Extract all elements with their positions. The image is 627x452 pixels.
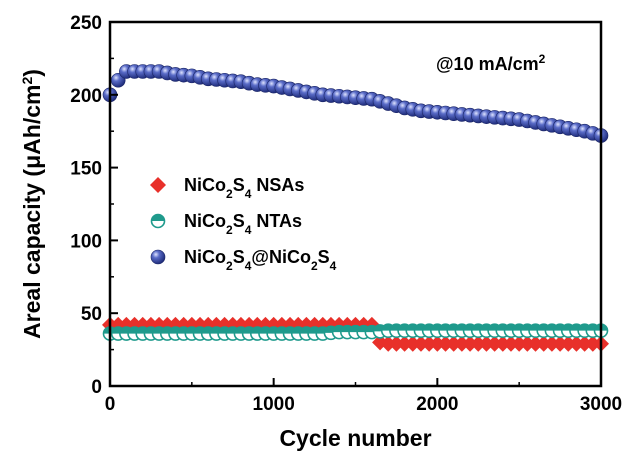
legend-item: NiCo2S4@NiCo2S4 [150, 247, 337, 273]
data-point [404, 335, 421, 352]
data-point [552, 335, 569, 352]
data-point [453, 335, 470, 352]
data-point [502, 335, 519, 352]
data-point [396, 335, 413, 352]
legend-item: NiCo2S4 NTAs [150, 211, 302, 237]
legend-label: NiCo2S4 NSAs [184, 175, 304, 201]
data-point [486, 335, 503, 352]
data-point [429, 335, 446, 352]
legend-marker [150, 213, 166, 229]
legend: NiCo2S4 NSAs NiCo2S4 NTAs NiCo2S4@NiCo2S4 [150, 175, 337, 273]
legend-marker [150, 177, 166, 193]
data-point [421, 335, 438, 352]
data-point [412, 335, 429, 352]
annotation-sup: 2 [539, 52, 546, 66]
y-tick-label: 200 [70, 86, 102, 107]
data-point [478, 335, 495, 352]
annotation-text: @10 mA/cm [436, 54, 539, 74]
x-tick-label: 1000 [253, 394, 295, 415]
legend-item: NiCo2S4 NSAs [150, 175, 304, 201]
data-point [445, 335, 462, 352]
y-tick-label: 150 [70, 159, 102, 180]
legend-marker [150, 249, 166, 265]
data-point [494, 335, 511, 352]
tick-labels: 0 1000 2000 3000 0 50 100 150 200 250 [70, 13, 622, 415]
legend-label: NiCo2S4 NTAs [184, 211, 302, 237]
data-point [462, 335, 479, 352]
data-point [543, 335, 560, 352]
legend-label: NiCo2S4@NiCo2S4 [184, 247, 337, 273]
data-point [568, 335, 585, 352]
data-point [584, 335, 601, 352]
data-point [470, 335, 487, 352]
y-tick-label: 250 [70, 13, 102, 34]
data-point [380, 335, 397, 352]
data-point [535, 335, 552, 352]
x-tick-label: 3000 [580, 394, 622, 415]
data-point [388, 335, 405, 352]
y-axis-title-sup: 2 [19, 77, 35, 85]
current-density-annotation: @10 mA/cm2 [436, 52, 546, 74]
data-point [519, 335, 536, 352]
data-point [576, 335, 593, 352]
y-axis-title: Areal capacity (μAh/cm2) [19, 69, 45, 339]
axis-ticks [109, 21, 602, 387]
data-point [527, 335, 544, 352]
data-point [437, 335, 454, 352]
y-axis-title-text: Areal capacity (μAh/cm [19, 85, 45, 339]
x-tick-label: 0 [105, 394, 116, 415]
x-axis-title: Cycle number [279, 425, 431, 451]
x-tick-label: 2000 [416, 394, 458, 415]
plot-marks [102, 64, 609, 352]
data-point [560, 335, 577, 352]
series-3 [102, 64, 609, 143]
y-tick-label: 0 [91, 377, 102, 398]
y-tick-label: 100 [70, 231, 102, 252]
y-axis-title-close: ) [19, 69, 45, 77]
y-tick-label: 50 [81, 304, 102, 325]
data-point [511, 335, 528, 352]
